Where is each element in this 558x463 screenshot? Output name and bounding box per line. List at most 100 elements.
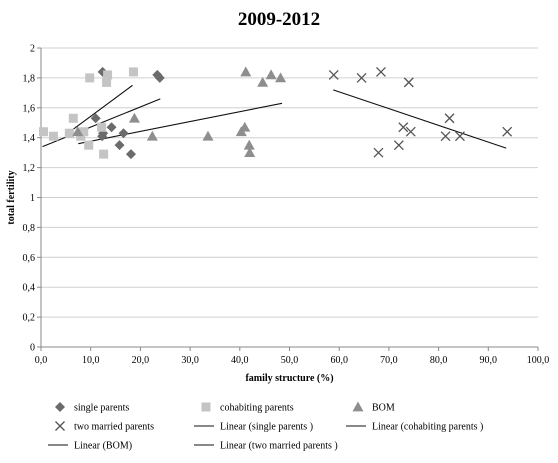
data-point — [243, 139, 255, 150]
x-stroke — [502, 126, 513, 137]
data-point — [502, 126, 513, 137]
legend-label: BOM — [372, 403, 395, 414]
legend-item: BOM — [352, 401, 395, 414]
data-point — [125, 149, 136, 160]
y-tick-label: 0,4 — [23, 283, 36, 294]
x-stroke — [440, 131, 451, 142]
x-tick-label: 10,0 — [82, 355, 100, 366]
y-tick-label: 1,6 — [23, 103, 36, 114]
legend-marker — [55, 402, 65, 412]
data-point — [455, 131, 465, 142]
x-stroke — [328, 69, 339, 80]
data-point — [48, 131, 58, 141]
y-tick-label: 1,2 — [23, 163, 36, 174]
x-stroke — [455, 131, 465, 142]
data-point — [128, 67, 138, 77]
x-tick-label: 80,0 — [430, 355, 448, 366]
legend-item: Linear (cohabiting parents ) — [346, 422, 483, 433]
x-axis-title: family structure (%) — [245, 373, 333, 384]
x-tick-label: 40,0 — [231, 355, 249, 366]
y-tick-label: 1 — [30, 193, 35, 204]
x-stroke — [375, 66, 386, 77]
data-point — [128, 112, 140, 123]
data-point — [375, 66, 386, 77]
trendline — [78, 102, 283, 145]
data-point — [239, 121, 251, 132]
data-point — [398, 122, 409, 133]
data-point — [373, 147, 384, 158]
data-point — [99, 149, 109, 159]
x-tick-label: 0,0 — [35, 355, 48, 366]
data-point — [257, 76, 269, 87]
x-tick-label: 60,0 — [330, 355, 348, 366]
y-tick-label: 0,2 — [23, 313, 36, 324]
x-tick-label: 70,0 — [380, 355, 398, 366]
data-point — [440, 131, 451, 142]
data-point — [118, 128, 129, 139]
legend-label: Linear (cohabiting parents ) — [372, 422, 483, 433]
data-point — [202, 130, 214, 141]
legend-marker — [352, 401, 364, 412]
x-tick-label: 30,0 — [181, 355, 199, 366]
y-tick-label: 0,6 — [23, 253, 36, 264]
x-stroke — [393, 140, 404, 151]
data-point — [84, 140, 94, 150]
legend-label: Linear (two married parents ) — [220, 441, 338, 452]
data-point — [146, 130, 158, 141]
data-point — [85, 73, 95, 83]
x-stroke — [405, 126, 416, 137]
legend-label: Linear (BOM) — [74, 441, 132, 452]
legend-item: single parents — [55, 402, 129, 414]
data-point — [405, 126, 416, 137]
data-point — [265, 69, 277, 80]
x-stroke — [373, 147, 384, 158]
x-stroke — [398, 122, 409, 133]
legend-marker — [201, 402, 211, 412]
data-point — [240, 66, 252, 77]
y-tick-label: 0 — [30, 343, 35, 354]
y-axis-title: total fertility — [6, 170, 17, 224]
data-point — [114, 140, 125, 151]
data-point — [64, 128, 74, 138]
data-point — [328, 69, 339, 80]
legend-item: Linear (single parents ) — [194, 422, 313, 433]
legend-item: Linear (BOM) — [48, 441, 132, 452]
legend-item: Linear (two married parents ) — [194, 441, 338, 452]
legend-label: two married parents — [74, 422, 154, 433]
x-tick-label: 20,0 — [132, 355, 150, 366]
data-point — [106, 122, 117, 133]
data-point — [97, 122, 107, 132]
data-point — [79, 127, 89, 137]
data-point — [103, 70, 113, 80]
legend-marker — [55, 421, 65, 431]
chart-title: 2009-2012 — [237, 9, 321, 30]
legend-item: cohabiting parents — [201, 402, 294, 414]
x-tick-label: 50,0 — [281, 355, 299, 366]
trendline — [65, 84, 133, 136]
data-point — [72, 126, 84, 137]
x-tick-label: 100,0 — [527, 355, 550, 366]
data-point — [68, 113, 78, 123]
data-point — [154, 72, 165, 83]
y-tick-label: 1,4 — [23, 133, 36, 144]
x-tick-label: 90,0 — [480, 355, 498, 366]
data-point — [356, 72, 367, 83]
legend-label: Linear (single parents ) — [220, 422, 313, 433]
data-point — [90, 113, 101, 124]
x-stroke — [403, 77, 414, 88]
x-stroke — [356, 72, 367, 83]
data-point — [393, 140, 404, 151]
y-tick-label: 2 — [30, 44, 35, 55]
data-point — [102, 77, 112, 87]
x-stroke — [55, 421, 65, 431]
legend-label: cohabiting parents — [220, 403, 294, 414]
data-point — [403, 77, 414, 88]
data-point — [275, 72, 287, 83]
data-point — [444, 113, 455, 124]
data-point — [97, 131, 108, 142]
data-point — [38, 127, 48, 137]
data-point — [244, 147, 256, 158]
x-stroke — [444, 113, 455, 124]
